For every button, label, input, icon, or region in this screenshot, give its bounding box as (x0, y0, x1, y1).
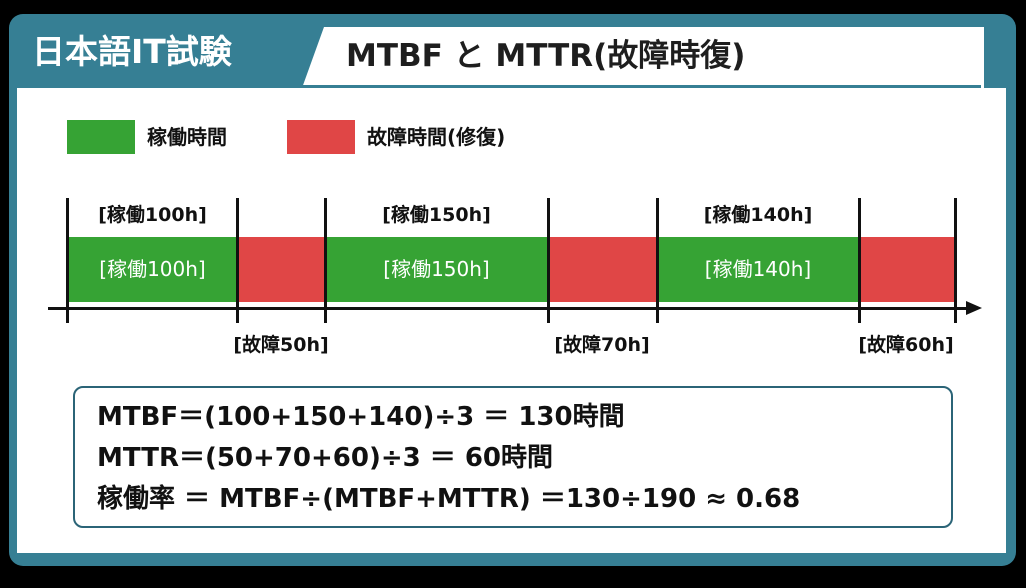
divider-line (236, 198, 239, 323)
operating-bar-label-2: [稼働150h] (383, 257, 490, 281)
operating-bar-2 (325, 237, 548, 302)
top-label-operating-3: [稼働140h] (703, 204, 813, 226)
operating-bar-label-1: [稼働100h] (99, 257, 206, 281)
formula-mtbf: MTBF＝(100+150+140)÷3 ＝ 130時間 (97, 402, 625, 432)
operating-bar-1 (68, 237, 237, 302)
legend-label-failure: 故障時間(修復) (367, 125, 506, 149)
formula-availability: 稼働率 ＝ MTBF÷(MTBF+MTTR) ＝130÷190 ≈ 0.68 (97, 484, 801, 514)
bottom-label-failure-3: [故障60h] (858, 334, 954, 356)
divider-line (656, 198, 659, 323)
divider-line (324, 198, 327, 323)
time-axis (48, 307, 970, 310)
formula-box (73, 386, 953, 528)
legend-swatch-operating (67, 120, 135, 154)
operating-bar-label-3: [稼働140h] (704, 257, 812, 281)
bottom-label-failure-1: [故障50h] (233, 334, 329, 356)
top-label-operating-2: [稼働150h] (382, 204, 491, 226)
bottom-label-failure-2: [故障70h] (554, 334, 650, 356)
divider-line (858, 198, 861, 323)
axis-arrow-icon (966, 301, 982, 315)
brand-logo: 日本語IT試験 (32, 32, 232, 71)
divider-line (954, 198, 957, 323)
title-tab (302, 27, 984, 88)
page-title: MTBF と MTTR(故障時復) (346, 38, 746, 74)
operating-bar-3 (657, 237, 859, 302)
legend-label-operating: 稼働時間 (147, 125, 227, 149)
divider-line (66, 198, 69, 323)
top-label-operating-1: [稼働100h] (98, 204, 207, 226)
failure-bar-2 (548, 237, 657, 302)
failure-bar-3 (859, 237, 955, 302)
failure-bar-1 (237, 237, 325, 302)
legend-swatch-failure (287, 120, 355, 154)
divider-line (547, 198, 550, 323)
title-divider (17, 85, 981, 88)
formula-mttr: MTTR＝(50+70+60)÷3 ＝ 60時間 (97, 443, 554, 473)
